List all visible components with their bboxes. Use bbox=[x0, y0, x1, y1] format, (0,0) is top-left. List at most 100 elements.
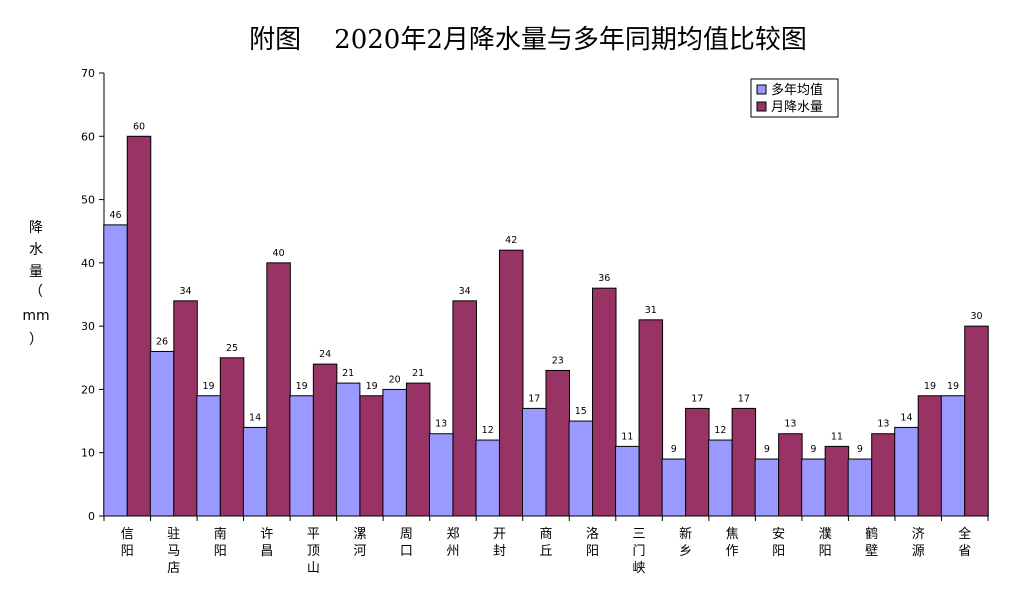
bar-average bbox=[335, 382, 361, 517]
data-label: 14 bbox=[900, 412, 912, 423]
data-label: 9 bbox=[810, 444, 816, 455]
bar-average bbox=[149, 350, 175, 517]
category-label: 开封 bbox=[493, 527, 506, 559]
chart-title: 附图 2020年2月降水量与多年同期均值比较图 bbox=[249, 25, 807, 55]
bar-monthly bbox=[452, 300, 477, 517]
data-label: 17 bbox=[691, 393, 703, 404]
data-label: 19 bbox=[366, 381, 378, 392]
bar-average bbox=[708, 439, 733, 517]
data-label: 25 bbox=[226, 343, 238, 354]
data-label: 19 bbox=[924, 381, 936, 392]
bar-monthly bbox=[266, 262, 291, 517]
data-label: 13 bbox=[877, 419, 889, 430]
y-tick-label: 10 bbox=[81, 447, 95, 460]
category-label: 周口 bbox=[400, 527, 413, 559]
bar-average bbox=[801, 458, 826, 517]
y-tick-label: 30 bbox=[81, 320, 95, 333]
data-label: 42 bbox=[505, 235, 517, 246]
category-label: 三门峡 bbox=[633, 527, 646, 576]
bar-monthly bbox=[638, 319, 664, 517]
data-label: 21 bbox=[412, 368, 424, 379]
category-label: 商丘 bbox=[539, 527, 552, 559]
y-tick-label: 40 bbox=[81, 257, 95, 270]
bar-monthly bbox=[871, 433, 896, 517]
bar-monthly bbox=[219, 357, 245, 517]
y-tick-label: 60 bbox=[81, 130, 95, 143]
data-label: 31 bbox=[645, 305, 657, 316]
bar-average bbox=[661, 458, 687, 517]
legend-label: 月降水量 bbox=[771, 100, 823, 115]
bar-monthly bbox=[545, 369, 570, 517]
bar-monthly bbox=[173, 300, 198, 517]
bar-monthly bbox=[498, 249, 524, 517]
data-labels: 46 60 26 34 19 25 14 40 19 24 21 19 20 21 13 34 12 42 17 23… bbox=[109, 121, 982, 455]
bar-average bbox=[754, 458, 780, 517]
data-label: 30 bbox=[970, 311, 982, 322]
data-label: 34 bbox=[459, 286, 471, 297]
category-label: 洛阳 bbox=[586, 527, 599, 559]
bar-monthly bbox=[778, 433, 803, 517]
bar-average bbox=[428, 433, 454, 517]
data-label: 26 bbox=[156, 336, 168, 347]
bar-monthly bbox=[917, 395, 943, 517]
category-labels: 信阳 驻马店 南阳 许昌 平顶山 漯河 周口 郑州 开封 商丘 洛阳 三门峡 新乡 焦作 安阳 濮阳 鹤壁 济源 全… bbox=[121, 526, 971, 576]
bar-monthly bbox=[824, 445, 850, 517]
legend-swatch bbox=[756, 84, 767, 95]
data-label: 15 bbox=[575, 406, 587, 417]
bar-average bbox=[847, 458, 873, 517]
category-label: 濮阳 bbox=[819, 527, 832, 559]
y-tick-label: 0 bbox=[88, 510, 95, 523]
category-label: 南阳 bbox=[214, 526, 227, 559]
bars bbox=[103, 135, 989, 517]
data-label: 24 bbox=[319, 349, 331, 360]
bar-monthly bbox=[592, 287, 617, 517]
data-label: 46 bbox=[109, 210, 121, 221]
data-label: 17 bbox=[528, 393, 540, 404]
y-axis-label: 降水量（ mm） bbox=[22, 220, 49, 348]
bar-average bbox=[196, 395, 221, 517]
bar-monthly bbox=[685, 407, 710, 517]
category-label: 新乡 bbox=[679, 526, 692, 559]
category-label: 平顶山 bbox=[307, 527, 320, 576]
data-label: 34 bbox=[179, 286, 191, 297]
bar-average bbox=[103, 224, 128, 517]
y-tick-label: 70 bbox=[81, 67, 95, 80]
category-label: 驻马店 bbox=[167, 527, 180, 576]
bar-monthly bbox=[359, 395, 384, 517]
bar-average bbox=[289, 395, 314, 517]
category-label: 鹤壁 bbox=[865, 526, 878, 559]
data-label: 17 bbox=[738, 393, 750, 404]
bar-average bbox=[615, 445, 640, 517]
category-label: 信阳 bbox=[121, 527, 134, 559]
data-label: 14 bbox=[249, 412, 261, 423]
data-label: 19 bbox=[947, 381, 959, 392]
y-tick-label: 20 bbox=[81, 383, 95, 396]
bar-average bbox=[894, 426, 919, 517]
data-label: 20 bbox=[389, 374, 401, 385]
category-label: 焦作 bbox=[726, 527, 739, 559]
y-tick-label: 50 bbox=[81, 194, 95, 207]
bar-monthly bbox=[964, 325, 989, 517]
data-label: 9 bbox=[764, 444, 770, 455]
category-label: 安阳 bbox=[772, 527, 785, 559]
data-label: 40 bbox=[273, 248, 285, 259]
data-label: 19 bbox=[203, 381, 215, 392]
bar-monthly bbox=[405, 382, 431, 517]
data-label: 23 bbox=[552, 355, 564, 366]
data-label: 36 bbox=[598, 273, 610, 284]
bar-monthly bbox=[312, 363, 338, 517]
data-label: 9 bbox=[857, 444, 863, 455]
bar-average bbox=[242, 426, 268, 517]
data-label: 21 bbox=[342, 368, 354, 379]
category-label: 济源 bbox=[912, 527, 925, 559]
y-axis-title: 降水量（ mm） bbox=[22, 220, 49, 348]
bar-average bbox=[475, 439, 500, 517]
data-label: 9 bbox=[671, 444, 677, 455]
data-label: 11 bbox=[831, 431, 843, 442]
bar-average bbox=[568, 420, 594, 517]
data-label: 13 bbox=[435, 419, 447, 430]
bar-monthly bbox=[126, 135, 152, 517]
category-label: 漯河 bbox=[353, 527, 366, 559]
